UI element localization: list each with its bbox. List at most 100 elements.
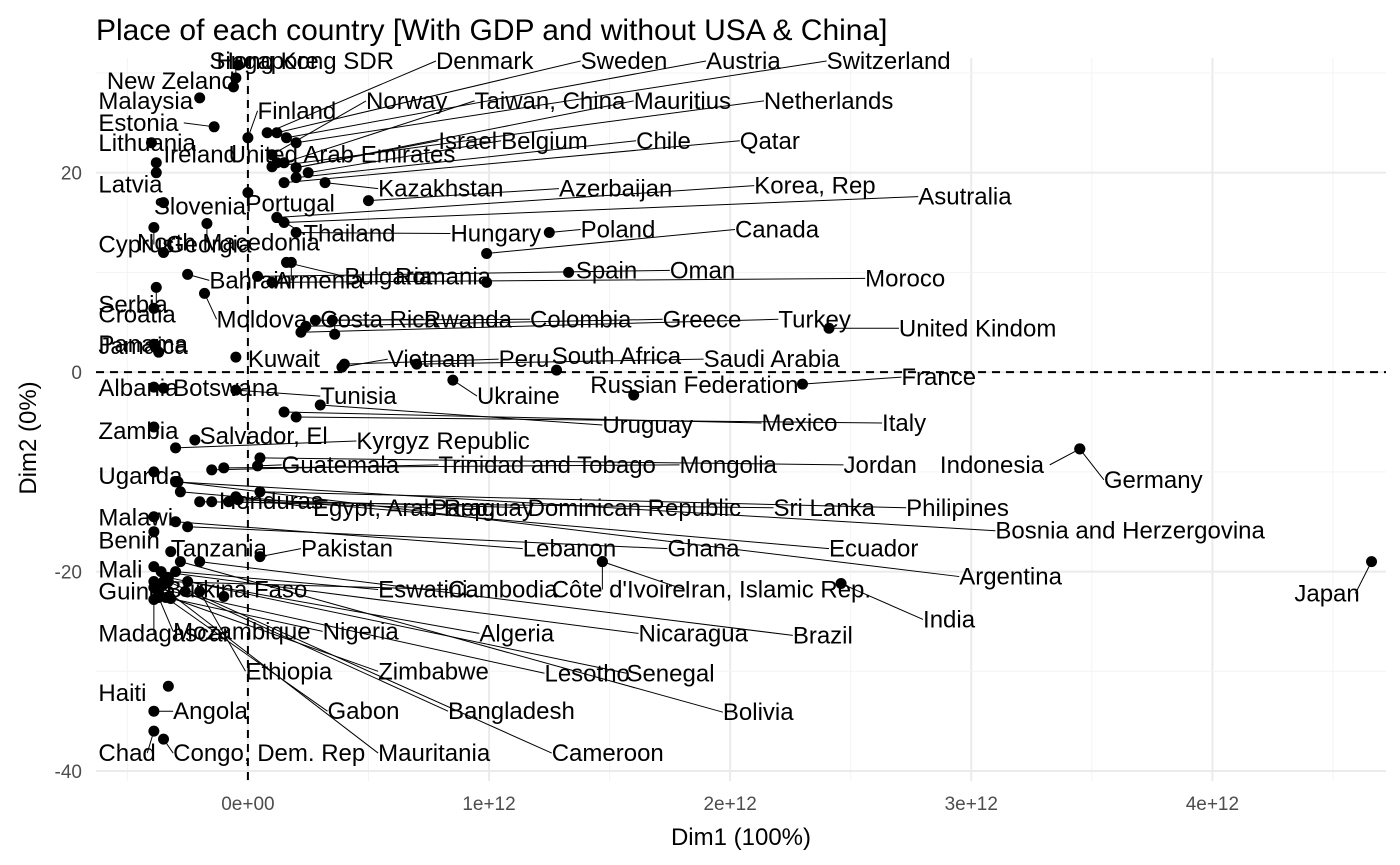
- point-label: Oman: [670, 257, 735, 284]
- point-label: Slovenia: [154, 194, 247, 221]
- point-label: Dominican Republic: [528, 495, 741, 522]
- data-point: [162, 576, 174, 588]
- leader-line: [284, 196, 919, 224]
- leader-line: [160, 586, 379, 754]
- leader-line: [175, 481, 996, 532]
- point-label: Switzerland: [827, 48, 951, 75]
- data-point: [206, 464, 218, 476]
- point-label: Kazakhstan: [378, 176, 503, 203]
- data-point: [280, 256, 292, 268]
- data-point: [162, 680, 174, 692]
- x-tick-label: 2e+12: [703, 794, 756, 815]
- point-label: Greece: [663, 306, 742, 333]
- point-label: Georgia: [166, 231, 252, 258]
- leader-line: [296, 416, 883, 424]
- data-point: [218, 462, 230, 474]
- reference-lines: [96, 58, 1386, 781]
- point-label: Cambodia: [448, 577, 558, 604]
- point-label: Mauritania: [378, 740, 491, 767]
- data-point: [170, 566, 182, 578]
- point-label: Belgium: [501, 128, 588, 155]
- point-label: Netherlands: [764, 88, 893, 115]
- data-point: [266, 276, 278, 288]
- data-point: [208, 121, 220, 133]
- leader-line: [308, 140, 502, 174]
- grid: [96, 58, 1386, 781]
- data-point: [1074, 443, 1086, 455]
- data-point: [271, 157, 283, 169]
- point-label: Madagascar: [98, 620, 230, 647]
- point-label: Guatemala: [282, 452, 400, 479]
- data-point: [230, 384, 242, 396]
- data-point: [148, 222, 160, 234]
- data-point: [206, 496, 218, 508]
- data-point: [165, 546, 177, 558]
- point-label: Trinidad and Tobago: [438, 452, 656, 479]
- data-point: [362, 195, 374, 207]
- point-label: Colombia: [530, 306, 632, 333]
- point-label: Latvia: [98, 172, 163, 199]
- point-label: Kyrgyz Republic: [356, 428, 529, 455]
- point-label: Haiti: [98, 680, 146, 707]
- point-label: Mongolia: [680, 452, 778, 479]
- data-point: [148, 725, 160, 737]
- point-label: Eswatini: [378, 577, 467, 604]
- point-label: Salvador, El: [200, 423, 328, 450]
- data-point: [189, 434, 201, 446]
- data-point: [563, 266, 575, 278]
- data-point: [309, 314, 321, 326]
- point-label: Nicaragua: [639, 620, 749, 647]
- data-point: [232, 59, 244, 71]
- data-point: [823, 322, 835, 334]
- data-point: [148, 705, 160, 717]
- leader-line: [296, 232, 451, 235]
- point-label: Costa Rica: [320, 306, 438, 333]
- data-point: [227, 81, 239, 93]
- point-label: Finland: [258, 98, 337, 125]
- point-label: Zimbabwe: [378, 658, 489, 685]
- point-label: Korea, Rep: [754, 173, 875, 200]
- data-point: [174, 486, 186, 498]
- data-point: [158, 382, 170, 394]
- leader-line: [276, 60, 581, 134]
- data-point: [160, 592, 172, 604]
- point-label: India: [923, 606, 976, 633]
- leader-line: [315, 318, 531, 321]
- y-tick-label: -40: [55, 762, 82, 783]
- data-point: [252, 270, 264, 282]
- leader-line: [271, 100, 764, 168]
- leader-line: [368, 188, 559, 202]
- data-point: [254, 551, 266, 563]
- leader-line: [267, 60, 437, 134]
- point-label: Bangladesh: [448, 698, 575, 725]
- point-label: France: [901, 364, 976, 391]
- leader-line: [223, 464, 680, 469]
- data-point: [194, 556, 206, 568]
- point-label: Senegal: [626, 660, 714, 687]
- data-point: [271, 212, 283, 224]
- point-label: Turkey: [778, 306, 850, 333]
- point-label: Romania: [395, 263, 492, 290]
- leader-line: [286, 60, 707, 139]
- point-label: Croatia: [98, 301, 176, 328]
- data-point: [242, 187, 254, 199]
- data-point: [158, 246, 170, 258]
- leader-line: [158, 597, 174, 632]
- leader-line: [170, 598, 323, 632]
- data-point: [278, 177, 290, 189]
- point-label: Algeria: [479, 620, 554, 647]
- point-label: Botswana: [173, 375, 279, 402]
- point-label: Paraguay: [431, 495, 534, 522]
- data-point: [158, 733, 170, 745]
- leader-line: [305, 318, 663, 327]
- point-label: Lithuania: [98, 130, 196, 157]
- data-point: [411, 358, 423, 370]
- point-label: Bulgaria: [344, 263, 433, 290]
- point-label: Sweden: [581, 48, 668, 75]
- point-label: Poland: [581, 217, 656, 244]
- data-point: [148, 466, 160, 478]
- data-point: [182, 521, 194, 533]
- point-label: Ecuador: [829, 536, 918, 563]
- point-label: Qatar: [740, 128, 800, 155]
